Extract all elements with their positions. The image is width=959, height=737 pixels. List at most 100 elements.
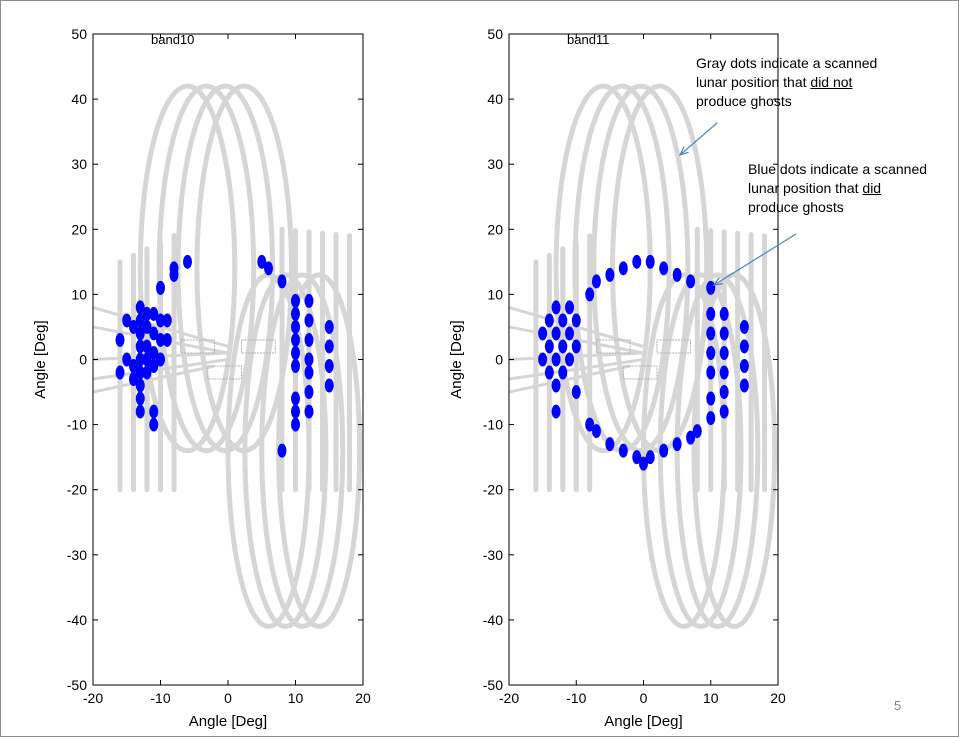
blue-point bbox=[156, 332, 165, 347]
blue-point bbox=[291, 404, 300, 419]
gray-scan-loop bbox=[657, 272, 744, 629]
y-tick-label: -10 bbox=[67, 417, 87, 433]
gray-scan-loop bbox=[591, 83, 691, 454]
x-tick-label: 20 bbox=[770, 690, 786, 706]
gray-scan-marker bbox=[180, 339, 215, 354]
blue-point bbox=[304, 385, 314, 400]
blue-point bbox=[149, 345, 159, 360]
x-tick-label: 0 bbox=[224, 690, 232, 706]
blue-point bbox=[719, 345, 729, 360]
blue-point bbox=[571, 339, 581, 354]
gray-scan-loop bbox=[156, 83, 257, 454]
blue-point bbox=[304, 313, 314, 328]
blue-point bbox=[149, 417, 159, 432]
blue-point bbox=[739, 319, 749, 334]
y-tick-label: 20 bbox=[71, 221, 87, 237]
blue-point bbox=[558, 365, 568, 380]
blue-point bbox=[558, 313, 568, 328]
blue-point bbox=[149, 326, 159, 341]
blue-point bbox=[183, 254, 192, 269]
blue-point bbox=[304, 365, 314, 380]
chart-band10: -50 -40 -30 -20 -10 0 10 20 30 40 50 -20 -10 0 10 20 Ang… bbox=[32, 26, 371, 730]
blue-point bbox=[706, 365, 716, 380]
blue-point bbox=[304, 352, 314, 367]
blue-point bbox=[142, 352, 152, 367]
blue-point bbox=[571, 385, 581, 400]
slide-number: 5 bbox=[894, 698, 902, 713]
blue-point bbox=[739, 378, 749, 393]
blue-point bbox=[686, 274, 696, 289]
blue-point bbox=[122, 313, 132, 328]
gray-scan-fan bbox=[92, 364, 215, 394]
blue-point bbox=[291, 417, 300, 432]
gray-scan-loop bbox=[194, 83, 294, 454]
x-tick-label: -20 bbox=[499, 690, 519, 706]
gray-scan-loop bbox=[175, 83, 276, 454]
blue-annotation-line2: lunar position that did bbox=[748, 179, 927, 198]
blue-point bbox=[659, 443, 669, 458]
blue-point bbox=[739, 339, 749, 354]
x-axis-label: Angle [Deg] bbox=[604, 713, 682, 730]
blue-point bbox=[692, 424, 702, 439]
blue-point bbox=[618, 443, 628, 458]
plot-title: band10 bbox=[151, 32, 194, 47]
blue-point bbox=[719, 365, 729, 380]
blue-point bbox=[291, 319, 300, 334]
blue-point bbox=[645, 254, 655, 269]
blue-series bbox=[115, 254, 334, 458]
y-tick-label: 20 bbox=[487, 221, 503, 237]
blue-point bbox=[156, 313, 165, 328]
y-tick-label: -40 bbox=[483, 612, 503, 628]
gray-annotation-line2: lunar position that did not bbox=[696, 73, 877, 92]
x-tick-label: 10 bbox=[288, 690, 304, 706]
blue-point bbox=[142, 339, 152, 354]
blue-point bbox=[585, 287, 595, 302]
blue-point bbox=[639, 456, 648, 471]
blue-point bbox=[719, 404, 729, 419]
y-axis-label: Angle [Deg] bbox=[448, 320, 465, 398]
blue-point bbox=[135, 365, 145, 380]
gray-scan-loop bbox=[691, 272, 778, 629]
blue-point bbox=[591, 424, 601, 439]
x-tick-label: -10 bbox=[150, 690, 170, 706]
blue-point bbox=[156, 352, 165, 367]
annotation-arrow bbox=[713, 233, 797, 286]
blue-point bbox=[538, 352, 548, 367]
blue-annotation-line2-prefix: lunar position that bbox=[748, 180, 863, 196]
plot-title: band11 bbox=[567, 32, 609, 47]
gray-annotation-line1: Gray dots indicate a scanned bbox=[696, 55, 878, 71]
blue-point bbox=[324, 359, 334, 374]
y-tick-label: -40 bbox=[67, 612, 87, 628]
blue-annotation-emphasis: did bbox=[862, 180, 882, 196]
blue-point bbox=[739, 359, 749, 374]
gray-dots-annotation: Gray dots indicate a scanned lunar posit… bbox=[696, 54, 877, 111]
blue-point bbox=[605, 267, 615, 282]
y-tick-label: 30 bbox=[487, 156, 503, 172]
gray-scan-loop bbox=[137, 83, 238, 454]
y-tick-label: -30 bbox=[483, 547, 503, 563]
blue-point bbox=[135, 339, 145, 354]
blue-point bbox=[672, 267, 682, 282]
blue-point bbox=[291, 332, 300, 347]
x-axis-label: Angle [Deg] bbox=[189, 713, 267, 730]
blue-point bbox=[706, 411, 716, 426]
blue-series bbox=[538, 254, 749, 471]
y-tick-label: 30 bbox=[71, 156, 87, 172]
blue-point bbox=[544, 365, 554, 380]
blue-point bbox=[291, 306, 300, 321]
gray-scan-fan bbox=[508, 364, 631, 394]
gray-scan-fan bbox=[508, 351, 644, 361]
blue-point bbox=[149, 404, 159, 419]
gray-scan-marker bbox=[241, 339, 276, 354]
blue-point bbox=[257, 254, 267, 269]
blue-point bbox=[129, 372, 138, 387]
blue-point bbox=[142, 306, 152, 321]
y-tick-label: 50 bbox=[71, 26, 87, 42]
blue-point bbox=[719, 306, 729, 321]
blue-point bbox=[605, 437, 615, 452]
blue-point bbox=[162, 313, 172, 328]
blue-point bbox=[142, 319, 152, 334]
blue-point bbox=[706, 391, 716, 406]
gray-scan-pattern bbox=[92, 83, 363, 629]
